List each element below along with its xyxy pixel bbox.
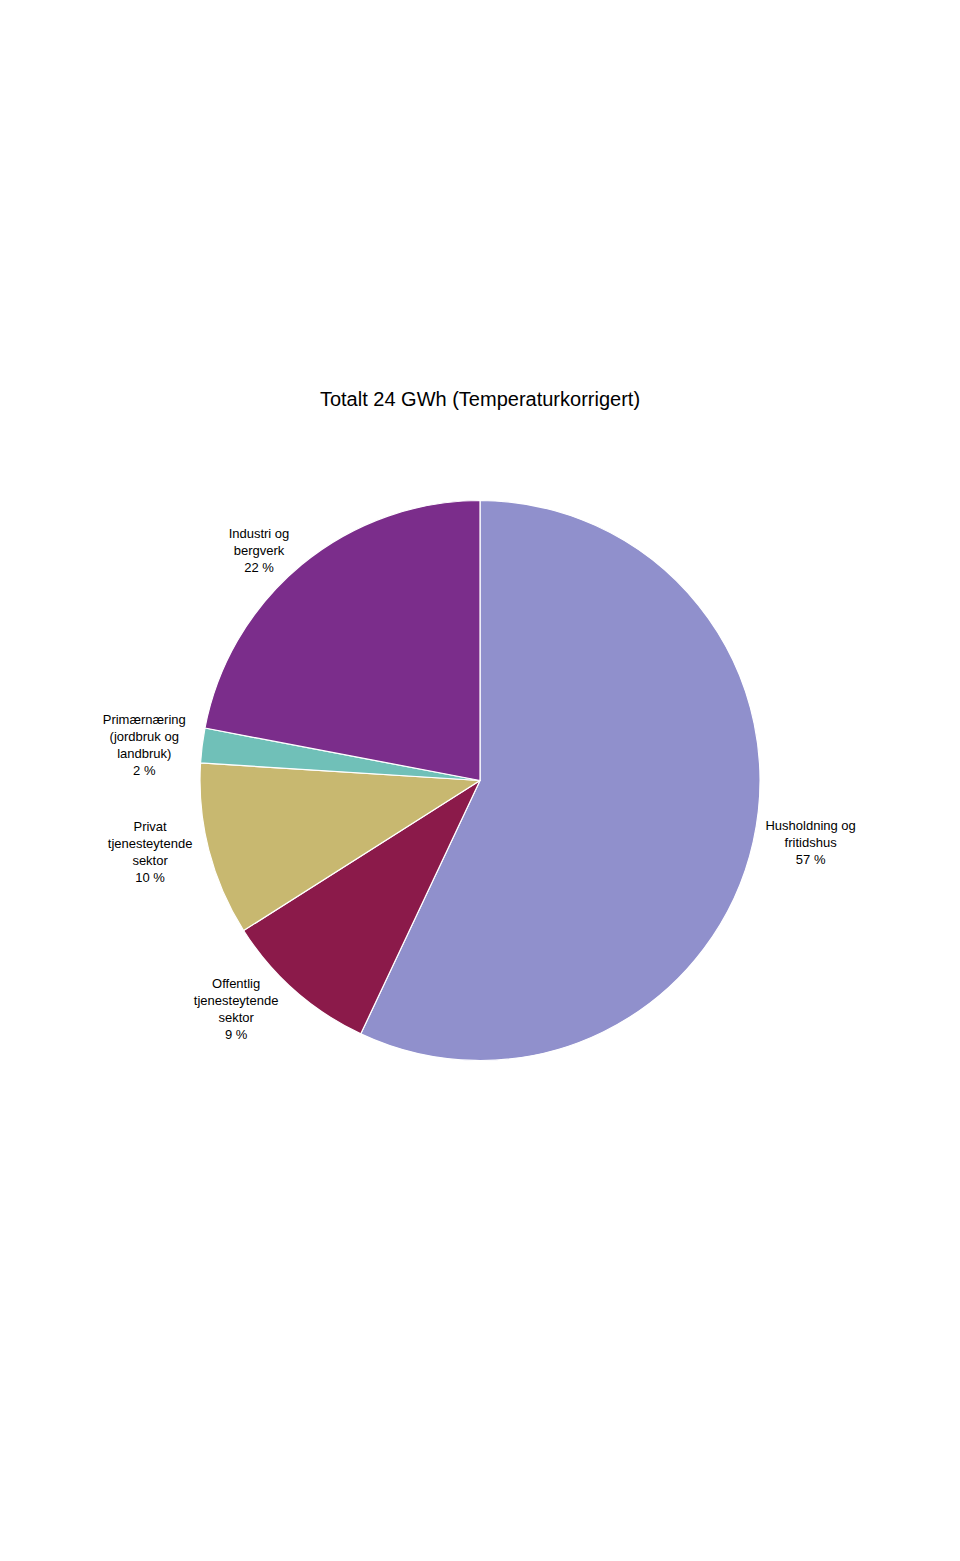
- svg-text:Industri ogbergverk22 %: Industri ogbergverk22 %: [229, 526, 290, 575]
- svg-text:Privattjenesteytendesektor10 %: Privattjenesteytendesektor10 %: [108, 819, 193, 885]
- svg-text:Husholdning ogfritidshus57 %: Husholdning ogfritidshus57 %: [765, 818, 855, 867]
- svg-text:Totalt 24 GWh (Temperaturkorri: Totalt 24 GWh (Temperaturkorrigert): [320, 388, 640, 410]
- svg-text:Primærnæring(jordbruk oglandbr: Primærnæring(jordbruk oglandbruk)2 %: [103, 712, 186, 778]
- svg-text:Offentligtjenesteytendesektor9: Offentligtjenesteytendesektor9 %: [194, 976, 279, 1042]
